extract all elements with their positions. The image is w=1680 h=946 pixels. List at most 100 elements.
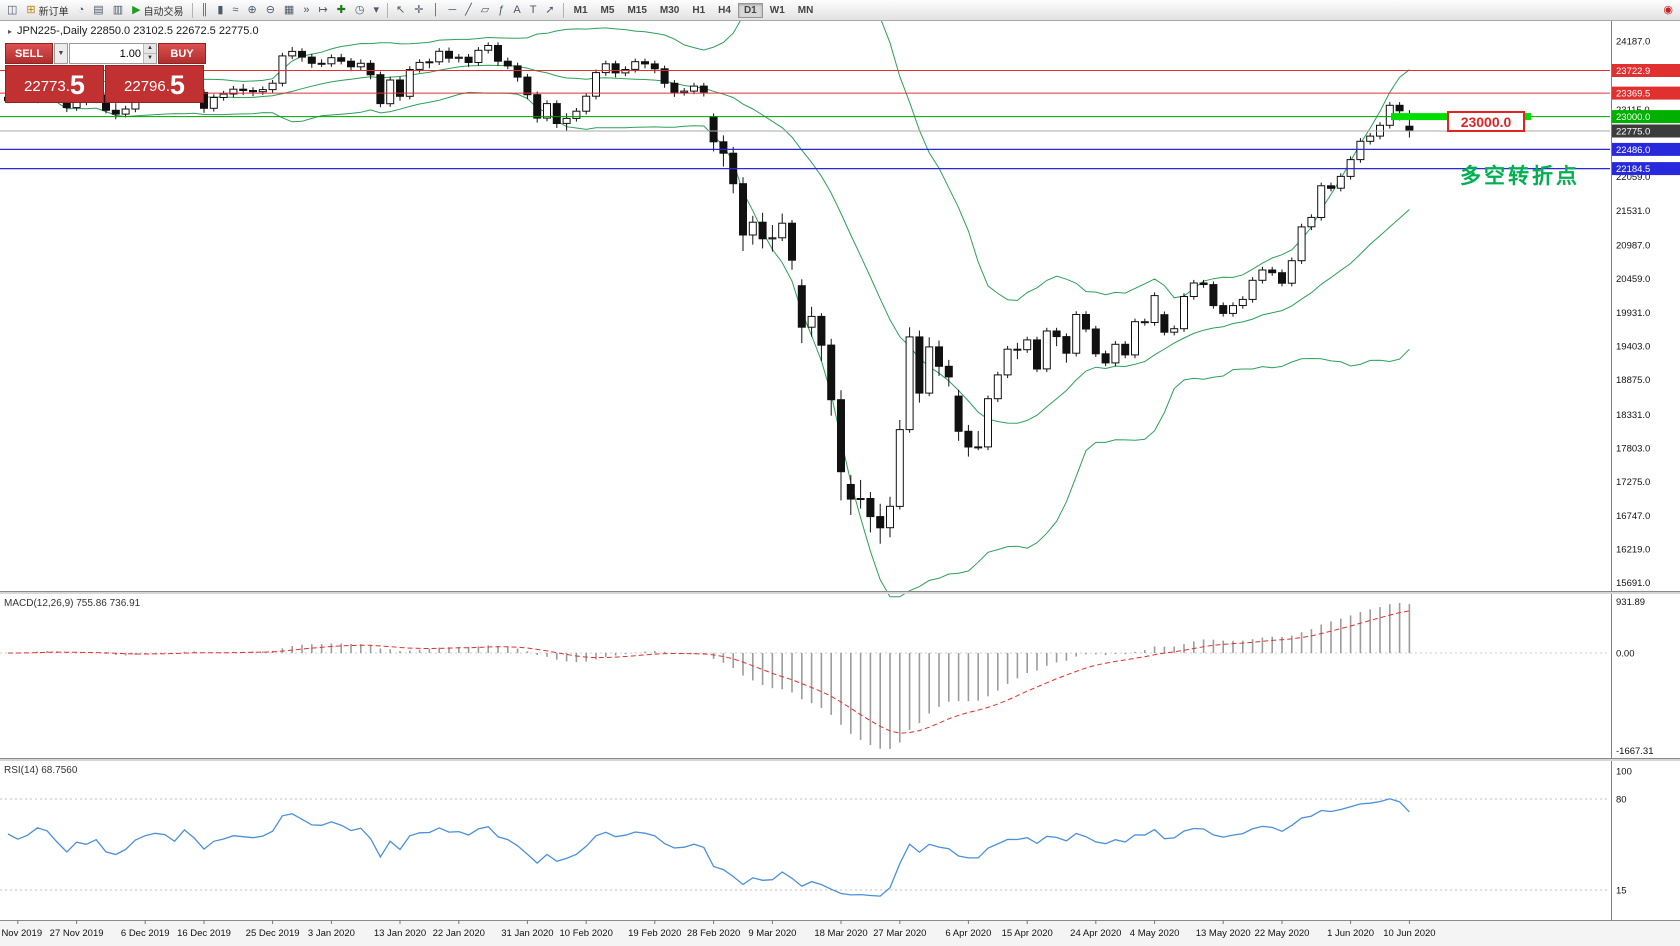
chart-annotation-text[interactable]: 多空转折点 — [1460, 165, 1580, 188]
svg-text:22 May 2020: 22 May 2020 — [1255, 928, 1310, 939]
svg-text:31 Jan 2020: 31 Jan 2020 — [501, 928, 553, 939]
price-level-text: 23000.0 — [1460, 113, 1512, 130]
svg-text:19 Feb 2020: 19 Feb 2020 — [628, 928, 681, 939]
svg-text:17803.0: 17803.0 — [1616, 444, 1650, 455]
buy-price-display[interactable]: 22796. 5 — [105, 65, 204, 103]
svg-text:15691.0: 15691.0 — [1616, 578, 1650, 589]
svg-text:20459.0: 20459.0 — [1616, 274, 1650, 285]
spin-up-icon[interactable]: ▲ — [143, 44, 156, 53]
text-button[interactable]: A — [509, 1, 524, 19]
timeframe-h1-button[interactable]: H1 — [692, 4, 706, 16]
svg-text:100: 100 — [1616, 767, 1632, 778]
label-button[interactable]: T — [526, 1, 541, 19]
svg-text:6 Dec 2019: 6 Dec 2019 — [121, 928, 170, 939]
spin-down-icon[interactable]: ▼ — [143, 53, 156, 63]
svg-text:18331.0: 18331.0 — [1616, 410, 1650, 421]
sell-price-big-digit: 5 — [69, 70, 85, 100]
trendline-icon: ╱ — [465, 4, 472, 16]
line-mode-button[interactable]: ≈ — [228, 1, 242, 19]
svg-text:28 Feb 2020: 28 Feb 2020 — [687, 928, 740, 939]
svg-text:9 Mar 2020: 9 Mar 2020 — [748, 928, 796, 939]
auto-trading-button[interactable]: ▶ 自动交易 — [128, 1, 187, 19]
buy-price-main: 22796. — [124, 78, 170, 95]
market-watch-button[interactable]: ▥ — [109, 1, 127, 19]
timeframe-d1-button[interactable]: D1 — [737, 2, 763, 18]
volume-input[interactable] — [70, 44, 143, 63]
toolbar-separator — [562, 2, 564, 18]
price-chart[interactable]: 24187.023115.022059.021531.020987.020459… — [0, 21, 1680, 946]
horizontal-line-button[interactable]: ─ — [444, 1, 460, 19]
symbol-title-text: JPN225-,Daily 22850.0 23102.5 22672.5 22… — [17, 25, 259, 37]
svg-text:22486.0: 22486.0 — [1616, 145, 1650, 156]
crosshair-button[interactable]: ✛ — [410, 1, 427, 19]
price-level-label[interactable]: 23000.0 — [1447, 111, 1525, 132]
timeframe-m1-button[interactable]: M1 — [573, 4, 588, 16]
chart-shift-icon: ↦ — [318, 4, 328, 16]
sell-price-main: 22773. — [24, 78, 70, 95]
svg-text:10 Feb 2020: 10 Feb 2020 — [560, 928, 613, 939]
svg-text:17275.0: 17275.0 — [1616, 477, 1650, 488]
sell-button[interactable]: SELL — [5, 43, 53, 64]
collapse-icon[interactable]: ▸ — [8, 26, 13, 36]
tile-windows-icon: ▦ — [283, 4, 295, 16]
zoom-in-button[interactable]: ⊕ — [243, 1, 260, 19]
svg-text:10 Jun 2020: 10 Jun 2020 — [1383, 928, 1435, 939]
text-icon: A — [513, 4, 521, 16]
bars-mode-button[interactable]: ║ — [197, 1, 213, 19]
timeframe-m30-button[interactable]: M30 — [659, 4, 680, 16]
svg-text:23722.9: 23722.9 — [1616, 66, 1650, 77]
volume-dropdown[interactable]: ▼ — [54, 43, 68, 64]
toolbar-separator — [191, 2, 193, 18]
charts-menu-button[interactable]: ◫ — [3, 1, 21, 19]
periods-button[interactable]: ◷ — [351, 1, 369, 19]
channel-button[interactable]: ▱ — [477, 1, 493, 19]
svg-text:24187.0: 24187.0 — [1616, 37, 1650, 48]
arrows-button[interactable]: ➚ — [541, 1, 558, 19]
crosshair-icon: ✛ — [414, 4, 424, 16]
bars-mode-icon: ║ — [200, 4, 209, 16]
fibonacci-button[interactable]: ƒ — [494, 1, 508, 19]
community-button[interactable]: ◉ — [1659, 1, 1677, 19]
new-order-button[interactable]: ⊞ 新订单 — [22, 1, 72, 19]
one-click-trading-panel: SELL ▼ ▲ ▼ BUY 22773. 5 — [5, 43, 206, 104]
trendline-button[interactable]: ╱ — [461, 1, 476, 19]
indicators-button[interactable]: ✚ — [333, 1, 350, 19]
zoom-out-button[interactable]: ⊖ — [262, 1, 279, 19]
timeframe-h4-button[interactable]: H4 — [718, 4, 731, 16]
auto-scroll-button[interactable]: » — [299, 1, 313, 19]
svg-text:25 Dec 2019: 25 Dec 2019 — [246, 928, 300, 939]
cursor-button[interactable]: ↖ — [392, 1, 409, 19]
svg-text:15 Apr 2020: 15 Apr 2020 — [1002, 928, 1053, 939]
tile-windows-button[interactable]: ▦ — [280, 1, 298, 19]
profiles-button[interactable]: ▤ — [89, 1, 107, 19]
macd-signal-line — [8, 610, 1410, 734]
svg-text:13 Jan 2020: 13 Jan 2020 — [374, 928, 426, 939]
chart-window: 24187.023115.022059.021531.020987.020459… — [0, 21, 1680, 946]
svg-text:19403.0: 19403.0 — [1616, 342, 1650, 353]
chart-shift-button[interactable]: ↦ — [314, 1, 331, 19]
community-icon: ◉ — [1663, 4, 1673, 16]
toolbar-separator — [387, 2, 389, 18]
buy-button[interactable]: BUY — [158, 43, 206, 64]
buy-price-big-digit: 5 — [169, 70, 185, 100]
sell-price-display[interactable]: 22773. 5 — [5, 65, 104, 103]
rsi-label: RSI(14) 68.7560 — [4, 765, 78, 776]
timeframe-w1-button[interactable]: W1 — [769, 4, 785, 16]
history-center-button[interactable]: ◔ — [74, 1, 89, 19]
timeframe-mn-button[interactable]: MN — [797, 4, 814, 16]
timeframe-m15-button[interactable]: M15 — [627, 4, 647, 16]
svg-text:22059.0: 22059.0 — [1616, 172, 1650, 183]
svg-text:21531.0: 21531.0 — [1616, 206, 1650, 217]
templates-button[interactable]: ▾ — [369, 1, 383, 19]
charts-menu-icon: ◫ — [7, 4, 18, 16]
svg-text:80: 80 — [1616, 795, 1627, 806]
candles-mode-button[interactable]: ▮ — [213, 1, 227, 19]
chevron-down-icon: ▼ — [57, 50, 65, 57]
new-order-label: 新订单 — [38, 6, 69, 18]
svg-text:931.89: 931.89 — [1616, 597, 1645, 608]
timeframe-m5-button[interactable]: M5 — [600, 4, 615, 16]
vertical-line-button[interactable]: │ — [428, 1, 443, 19]
zoom-out-icon: ⊖ — [265, 4, 275, 16]
auto-trading-label: 自动交易 — [143, 6, 184, 18]
fibonacci-icon: ƒ — [498, 4, 505, 16]
